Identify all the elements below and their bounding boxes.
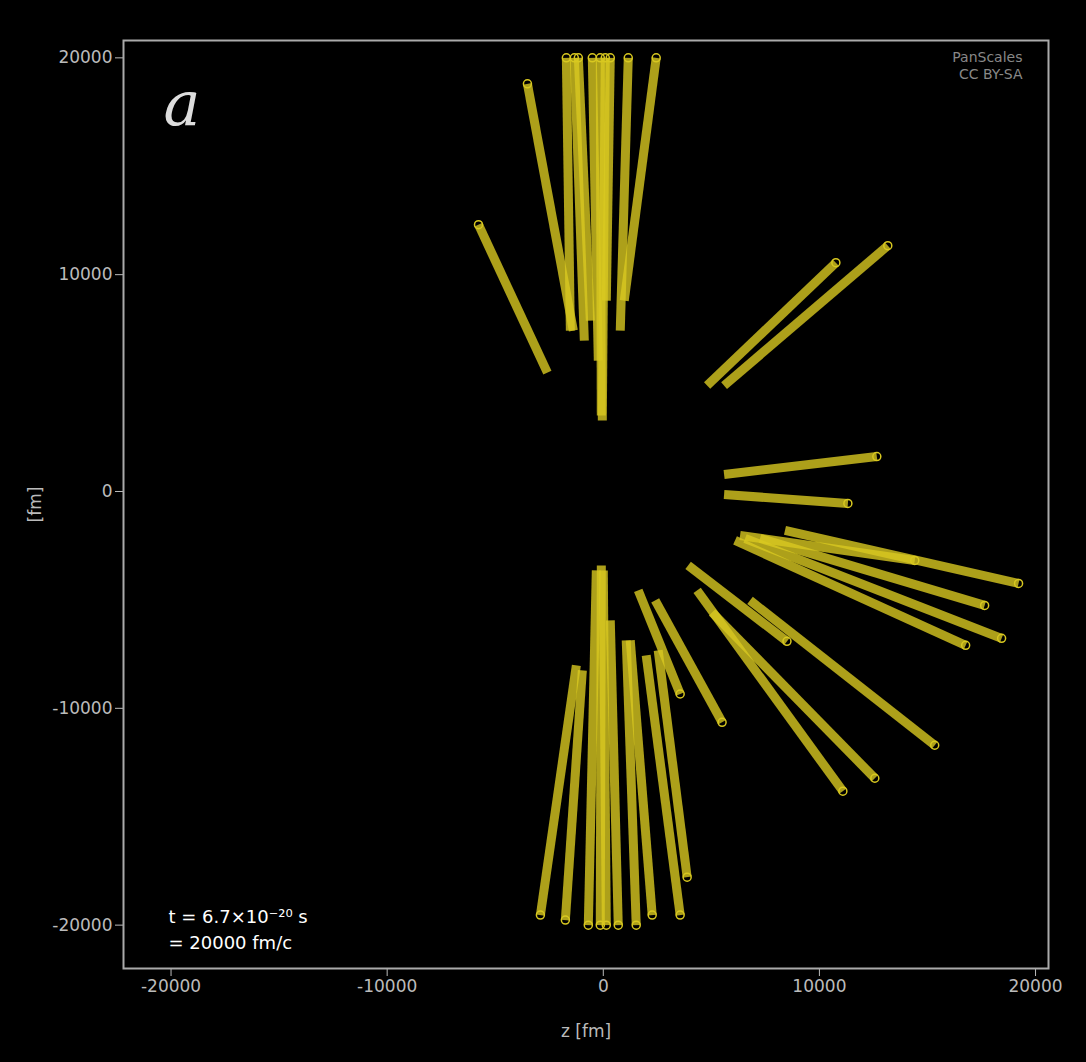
svg-text:0: 0	[102, 481, 113, 501]
svg-text:-20000: -20000	[52, 915, 112, 935]
svg-text:10000: 10000	[58, 264, 112, 284]
svg-text:-10000: -10000	[357, 976, 417, 996]
svg-text:a: a	[164, 67, 201, 140]
svg-text:t = 6.7×10⁻²⁰ s= 20000 fm/c: t = 6.7×10⁻²⁰ s= 20000 fm/c	[169, 906, 308, 952]
svg-text:[fm]: [fm]	[25, 487, 45, 523]
svg-text:-20000: -20000	[141, 976, 201, 996]
svg-text:z [fm]: z [fm]	[561, 1021, 611, 1041]
svg-text:0: 0	[598, 976, 609, 996]
svg-text:20000: 20000	[1008, 976, 1062, 996]
svg-text:20000: 20000	[58, 47, 112, 67]
svg-text:-10000: -10000	[52, 698, 112, 718]
svg-text:10000: 10000	[792, 976, 846, 996]
svg-text:PanScalesCC BY-SA: PanScalesCC BY-SA	[952, 49, 1023, 82]
